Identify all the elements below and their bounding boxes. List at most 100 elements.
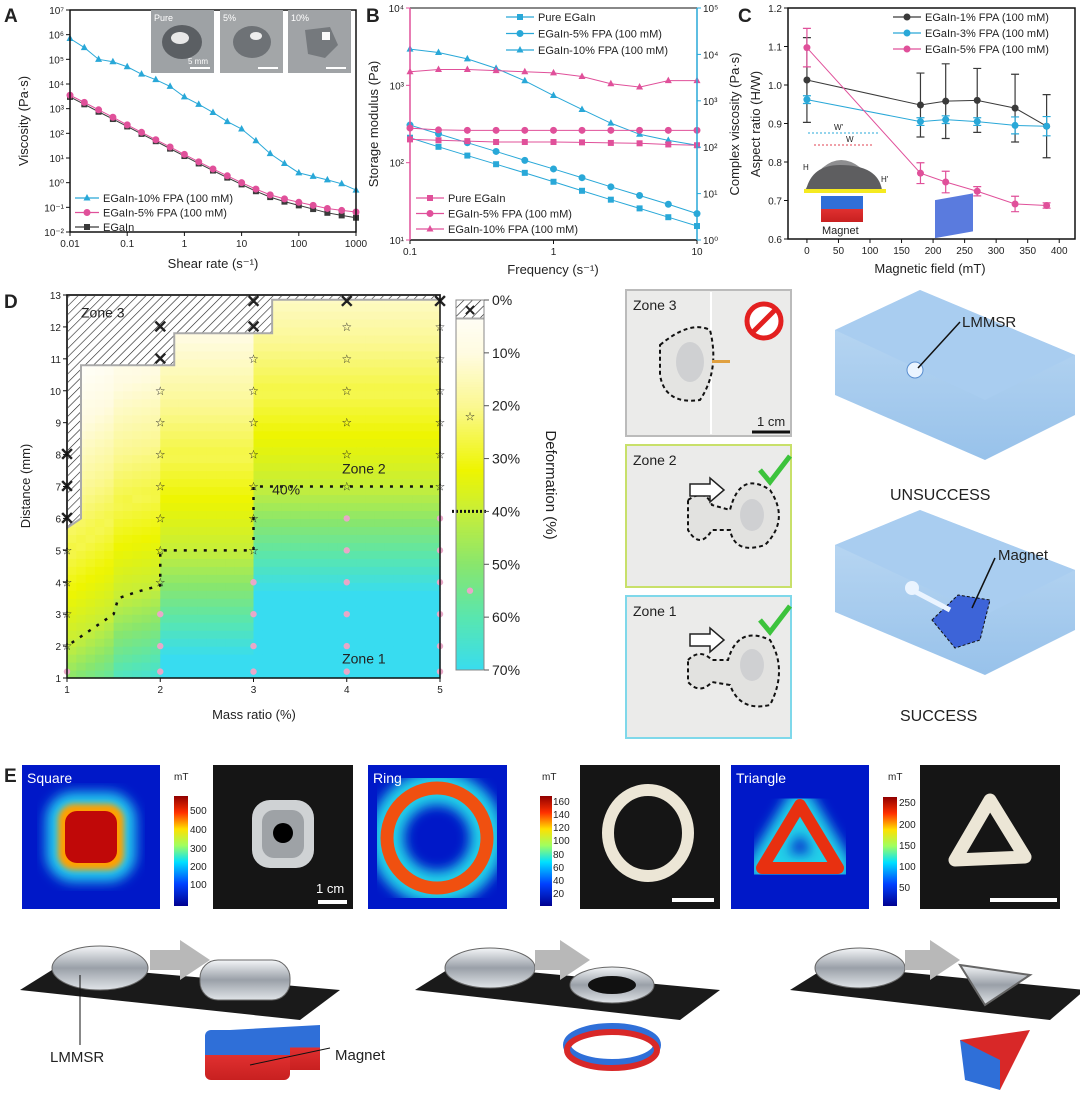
heatmap-cells (67, 295, 441, 679)
heatmap-cell (188, 414, 199, 424)
legend-label: EGaIn-5% FPA (100 mM) (538, 29, 662, 41)
heatmap-cell (421, 550, 432, 559)
heatmap-cell (346, 502, 357, 512)
heatmap-cell (262, 534, 273, 543)
heatmap-cell (337, 590, 348, 599)
heatmap-cell (169, 438, 180, 448)
heatmap-cell (346, 358, 357, 368)
y-axis-label: Aspect ratio (H/W) (748, 71, 763, 177)
zone2-point: ☆ (248, 416, 259, 430)
panel-a-inset-photos: Pure 5 mm 5% 10% (151, 10, 351, 73)
heatmap-cell (178, 438, 189, 448)
colorbar-segment (456, 648, 484, 652)
heatmap-cell (262, 526, 273, 535)
heatmap-cell (300, 630, 311, 639)
heatmap-cell (169, 566, 180, 575)
heatmap-cell (178, 430, 189, 440)
colorbar-segment (456, 566, 484, 571)
zone2-point: ☆ (155, 543, 166, 557)
heatmap-cell (94, 462, 105, 472)
heatmap-cell (234, 366, 245, 376)
heatmap-cell (234, 438, 245, 448)
zone1-point (250, 610, 257, 618)
heatmap-cell (290, 342, 301, 352)
heatmap-cell (141, 438, 152, 448)
heatmap-cell (94, 406, 105, 416)
heatmap-cell (206, 494, 217, 504)
heatmap-cell (216, 374, 227, 384)
heatmap-cell (318, 382, 329, 392)
heatmap-cell (169, 582, 180, 591)
heatmap-cell (346, 334, 357, 344)
heatmap-cell (309, 342, 320, 352)
heatmap-cell (300, 382, 311, 392)
x-tick-label: 1 (551, 247, 557, 258)
heatmap-cell (113, 510, 124, 520)
legend-label: EGaIn-3% FPA (100 mM) (925, 28, 1049, 40)
heatmap-cell (365, 502, 376, 512)
data-point (464, 138, 471, 145)
heatmap-cell (430, 422, 441, 432)
heatmap-cell (421, 630, 432, 639)
heatmap-cell (365, 358, 376, 368)
heatmap-cell (262, 654, 273, 663)
heatmap-cell (430, 590, 441, 599)
heatmap-cell (150, 438, 161, 448)
heatmap-cell (67, 590, 77, 599)
heatmap-cell (290, 438, 301, 448)
heatmap-cell (384, 510, 394, 520)
heatmap-cell (430, 598, 441, 607)
data-point (109, 113, 117, 121)
heatmap-cell (94, 502, 105, 512)
heatmap-cell (234, 446, 245, 456)
heatmap-cell (337, 582, 348, 591)
colorbar-segment (456, 559, 484, 563)
heatmap-cell (188, 662, 199, 671)
heatmap-cell (412, 534, 422, 543)
heatmap-cell (141, 630, 152, 639)
heatmap-cell (374, 406, 385, 416)
contour-40-line (70, 485, 440, 644)
heatmap-cell (160, 646, 171, 655)
heatmap-cell (94, 670, 105, 679)
heatmap-cell (253, 478, 264, 488)
heatmap-cell (393, 366, 404, 376)
heatmap-cell (365, 342, 376, 352)
heatmap-cell (309, 334, 320, 344)
heatmap-cell (300, 662, 311, 671)
colorbar-tick: 50 (899, 883, 911, 894)
heatmap-cell (160, 558, 171, 567)
heatmap-cell (430, 662, 441, 671)
heatmap-cell (178, 422, 189, 432)
heatmap-cell (412, 470, 422, 480)
heatmap-cell (318, 470, 329, 480)
heatmap-cell (160, 406, 171, 416)
colorbar-frame (455, 299, 485, 671)
heatmap-cell (356, 558, 366, 567)
heatmap-cell (85, 606, 96, 615)
heatmap-cell (206, 574, 217, 583)
heatmap-cell (318, 558, 329, 567)
panel-label-e: E (4, 766, 17, 787)
heatmap-cell (262, 382, 273, 392)
heatmap-cell (188, 670, 199, 679)
heatmap-cell (253, 366, 264, 376)
heatmap-cell (393, 390, 404, 400)
heatmap-cell (346, 350, 357, 360)
heatmap-cell (94, 422, 105, 432)
heatmap-cell (178, 566, 189, 575)
heatmap-cell (104, 598, 115, 607)
heatmap-cell (374, 654, 385, 663)
heatmap-cell (374, 350, 385, 360)
heatmap-cell (384, 486, 394, 496)
heatmap-cell (421, 606, 432, 615)
colorbar-segment (456, 418, 484, 423)
heatmap-cell (141, 646, 152, 655)
heatmap-cell (309, 382, 320, 392)
heatmap-cell (384, 662, 394, 671)
series-egain-5-fpa-100-mm- (406, 124, 701, 134)
colorbar-segment (456, 577, 484, 581)
zone2-point: ☆ (155, 384, 166, 398)
heatmap-cell (244, 654, 255, 663)
heatmap-cell (113, 566, 124, 575)
